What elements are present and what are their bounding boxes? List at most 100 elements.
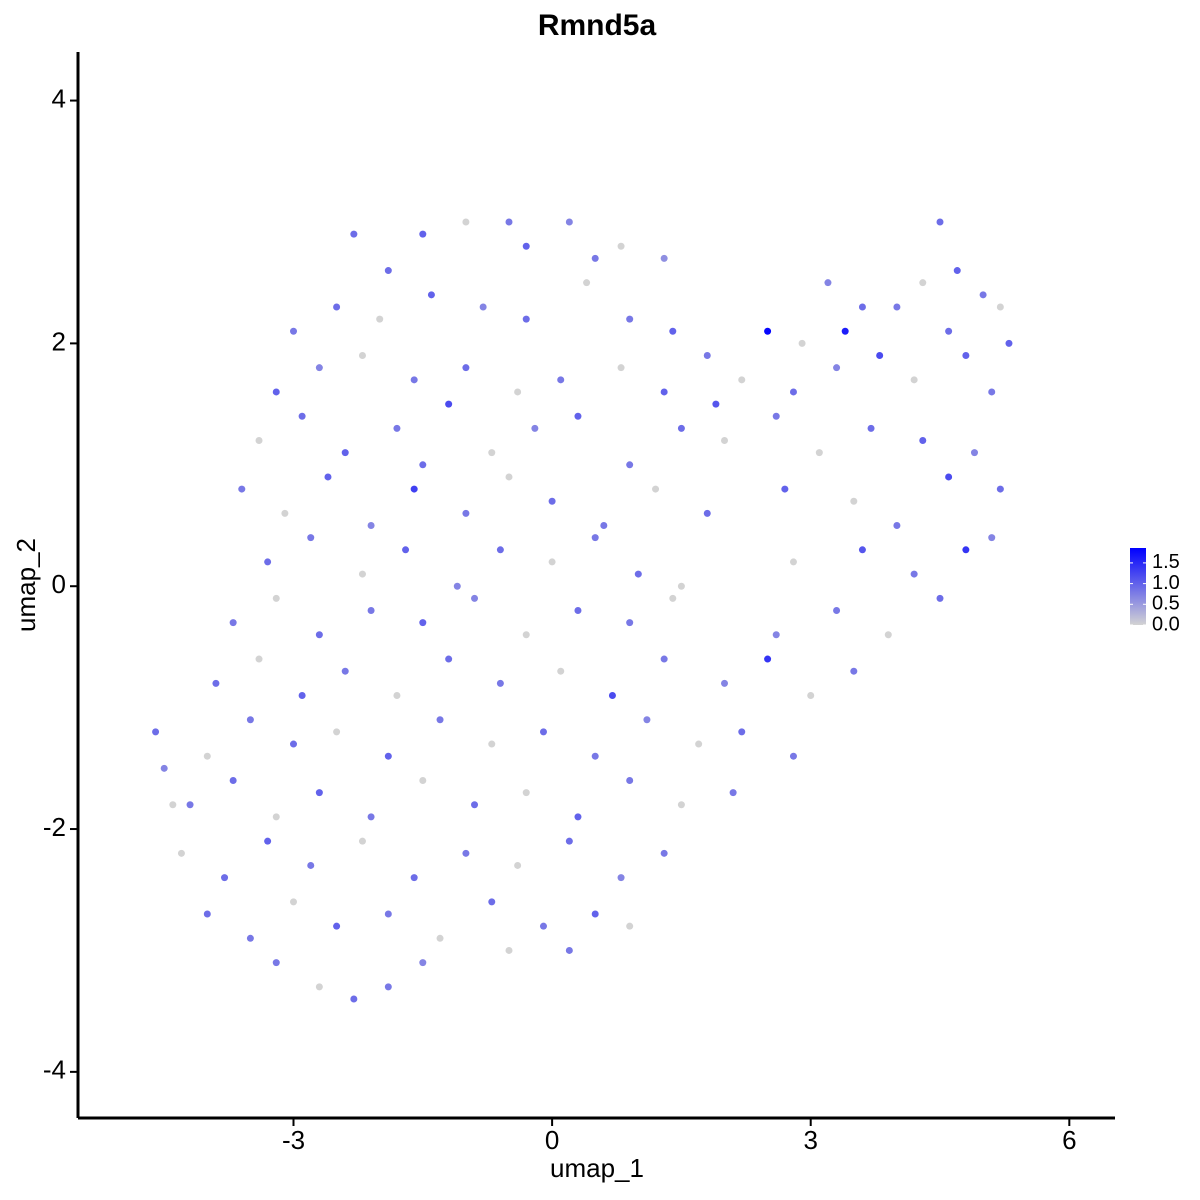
cell-point	[445, 655, 453, 663]
cell-point	[893, 303, 901, 311]
cell-point	[272, 388, 280, 396]
cell-point	[419, 959, 427, 967]
cell-point	[850, 667, 858, 675]
cell-point	[298, 691, 306, 699]
cell-point	[246, 934, 254, 942]
cell-point	[574, 606, 582, 614]
cell-point	[591, 910, 599, 918]
cell-point	[264, 558, 272, 566]
cell-point	[496, 679, 504, 687]
cell-point	[988, 388, 996, 396]
cell-point	[298, 412, 306, 420]
cell-point	[350, 230, 358, 238]
cell-point	[281, 509, 289, 517]
cell-point	[203, 752, 211, 760]
cell-point	[505, 473, 513, 481]
cell-point	[936, 218, 944, 226]
cell-point	[936, 594, 944, 602]
cell-point	[522, 315, 530, 323]
cell-point	[876, 352, 884, 360]
cell-point	[229, 619, 237, 627]
cell-point	[290, 327, 298, 335]
cell-point	[789, 752, 797, 760]
cell-point	[522, 631, 530, 639]
cell-point	[660, 254, 668, 262]
cell-point	[617, 242, 625, 250]
y-axis-label: umap_2	[11, 538, 41, 632]
cell-point	[626, 315, 634, 323]
y-tick-label: -2	[43, 812, 66, 842]
cell-point	[384, 910, 392, 918]
cell-point	[427, 291, 435, 299]
cell-point	[677, 801, 685, 809]
cell-point	[186, 801, 194, 809]
cell-point	[539, 728, 547, 736]
cell-point	[867, 424, 875, 432]
cell-point	[384, 752, 392, 760]
cell-point	[419, 776, 427, 784]
cell-point	[764, 655, 772, 663]
cell-point	[367, 522, 375, 530]
cell-point	[910, 570, 918, 578]
cell-point	[479, 303, 487, 311]
x-tick-label: 0	[545, 1125, 559, 1155]
cell-point	[772, 631, 780, 639]
cell-point	[453, 582, 461, 590]
cell-point	[238, 485, 246, 493]
cell-point	[945, 473, 953, 481]
cell-point	[462, 849, 470, 857]
cell-point	[660, 655, 668, 663]
cell-point	[255, 655, 263, 663]
cell-point	[393, 691, 401, 699]
cell-point	[333, 922, 341, 930]
cell-point	[169, 801, 177, 809]
cell-point	[634, 570, 642, 578]
cell-point	[324, 473, 332, 481]
cell-point	[290, 898, 298, 906]
cell-point	[445, 400, 453, 408]
cell-point	[574, 412, 582, 420]
cell-point	[272, 959, 280, 967]
cell-point	[833, 364, 841, 372]
cell-point	[626, 922, 634, 930]
cell-point	[367, 606, 375, 614]
cell-point	[565, 837, 573, 845]
cell-point	[807, 691, 815, 699]
x-axis-label: umap_1	[550, 1153, 644, 1183]
cell-point	[884, 631, 892, 639]
cell-point	[548, 497, 556, 505]
cell-point	[531, 424, 539, 432]
cell-point	[410, 874, 418, 882]
cell-point	[1005, 339, 1013, 347]
cell-point	[488, 449, 496, 457]
cell-point	[858, 303, 866, 311]
cell-point	[557, 376, 565, 384]
cell-point	[341, 449, 349, 457]
cell-point	[272, 594, 280, 602]
cell-point	[608, 691, 616, 699]
cell-point	[307, 861, 315, 869]
cell-point	[988, 534, 996, 542]
color-tick-label: 1.0	[1152, 572, 1180, 594]
cell-point	[591, 752, 599, 760]
cell-point	[203, 910, 211, 918]
cell-point	[764, 327, 772, 335]
cell-point	[358, 837, 366, 845]
color-tick-label: 0.5	[1152, 593, 1180, 615]
cell-point	[315, 364, 323, 372]
cell-point	[462, 218, 470, 226]
cell-point	[557, 667, 565, 675]
cell-point	[677, 582, 685, 590]
cell-point	[721, 679, 729, 687]
cell-point	[945, 327, 953, 335]
cell-point	[738, 728, 746, 736]
cell-point	[315, 631, 323, 639]
cell-point	[496, 546, 504, 554]
cell-point	[410, 485, 418, 493]
cell-point	[979, 291, 987, 299]
cell-point	[617, 364, 625, 372]
cell-point	[315, 789, 323, 797]
chart-title: Rmnd5a	[538, 9, 657, 42]
cell-point	[152, 728, 160, 736]
